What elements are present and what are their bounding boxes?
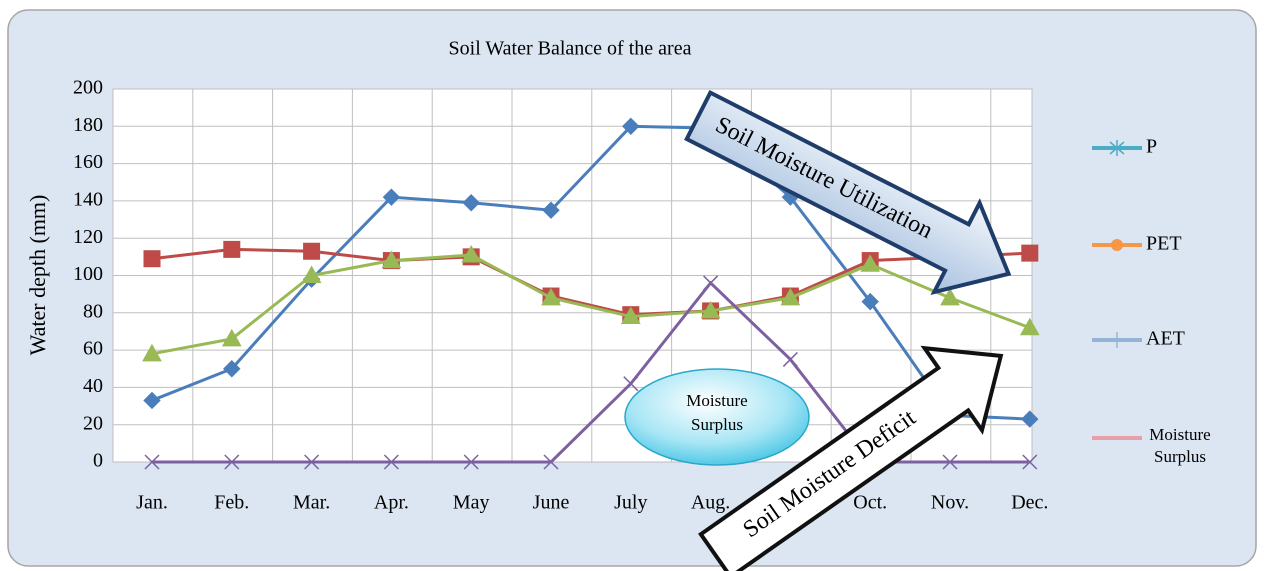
plot-border: [112, 88, 1033, 463]
x-tick-label: Jan.: [136, 492, 168, 514]
legend-marker: [1111, 239, 1123, 251]
marker: [303, 242, 321, 260]
annotation-ellipse: [624, 368, 810, 466]
x-tick-label: May: [453, 492, 490, 514]
marker: [700, 300, 721, 319]
series-line: [151, 124, 1030, 421]
marker: [463, 454, 479, 470]
x-tick-label: Aug.: [691, 492, 730, 514]
series-line: [151, 247, 1030, 317]
x-tick-label: Dec.: [1011, 492, 1048, 514]
arrow-shape: [684, 89, 1012, 296]
x-tick-label: Nov.: [931, 492, 969, 514]
y-tick-label: 0: [93, 450, 103, 472]
marker: [1021, 244, 1039, 262]
annotation-text: Moisture Surplus: [686, 391, 748, 434]
marker: [144, 454, 160, 470]
marker: [304, 454, 320, 470]
y-tick-label: 180: [73, 114, 103, 136]
marker: [942, 454, 958, 470]
y-tick-label: 140: [73, 188, 103, 210]
y-tick-label: 100: [73, 263, 103, 285]
x-tick-label: July: [614, 492, 647, 514]
legend-label: P: [1146, 136, 1157, 158]
marker: [142, 343, 162, 362]
arrow-shape: [698, 345, 1004, 571]
marker: [782, 351, 798, 367]
marker: [940, 287, 960, 306]
marker: [143, 391, 161, 410]
marker: [620, 306, 641, 325]
marker: [301, 265, 322, 283]
chart-title: Soil Water Balance of the area: [449, 38, 692, 60]
annotation-box: Moisture Surplus: [686, 391, 748, 434]
marker: [383, 454, 399, 470]
y-tick-label: 160: [73, 151, 103, 173]
marker: [1019, 317, 1040, 336]
legend-label: AET: [1146, 328, 1185, 350]
y-tick-label: 200: [73, 77, 103, 99]
marker: [861, 292, 879, 311]
marker: [860, 254, 881, 272]
y-tick-label: 20: [83, 412, 103, 434]
marker: [780, 287, 801, 306]
marker: [461, 244, 482, 263]
y-tick-label: 120: [73, 226, 103, 248]
marker: [381, 250, 402, 269]
marker: [224, 454, 240, 470]
x-tick-label: Oct.: [853, 492, 887, 514]
x-tick-label: Apr.: [374, 492, 409, 514]
marker: [143, 250, 161, 268]
marker: [382, 188, 401, 206]
x-tick-label: Mar.: [293, 492, 330, 514]
legend-label: Moisture Surplus: [1149, 425, 1211, 466]
x-tick-label: June: [533, 492, 570, 514]
y-tick-label: 40: [83, 375, 103, 397]
marker: [223, 360, 241, 378]
legend-label: PET: [1146, 233, 1182, 255]
marker: [622, 117, 640, 136]
y-tick-label: 60: [83, 338, 103, 360]
legend-marker: [1109, 140, 1125, 156]
marker: [703, 275, 719, 291]
marker: [541, 287, 561, 306]
y-tick-label: 80: [83, 300, 103, 322]
marker: [223, 240, 241, 258]
marker: [543, 454, 559, 470]
marker: [462, 194, 480, 212]
legend-box: Moisture Surplus: [1149, 425, 1211, 466]
y-axis-label: Water depth (mm): [25, 195, 50, 356]
marker: [542, 201, 560, 219]
marker: [623, 376, 639, 392]
marker: [1021, 410, 1039, 428]
marker: [1022, 454, 1038, 470]
x-tick-label: Feb.: [214, 492, 249, 514]
marker: [221, 328, 242, 347]
series-line: [151, 253, 1031, 356]
